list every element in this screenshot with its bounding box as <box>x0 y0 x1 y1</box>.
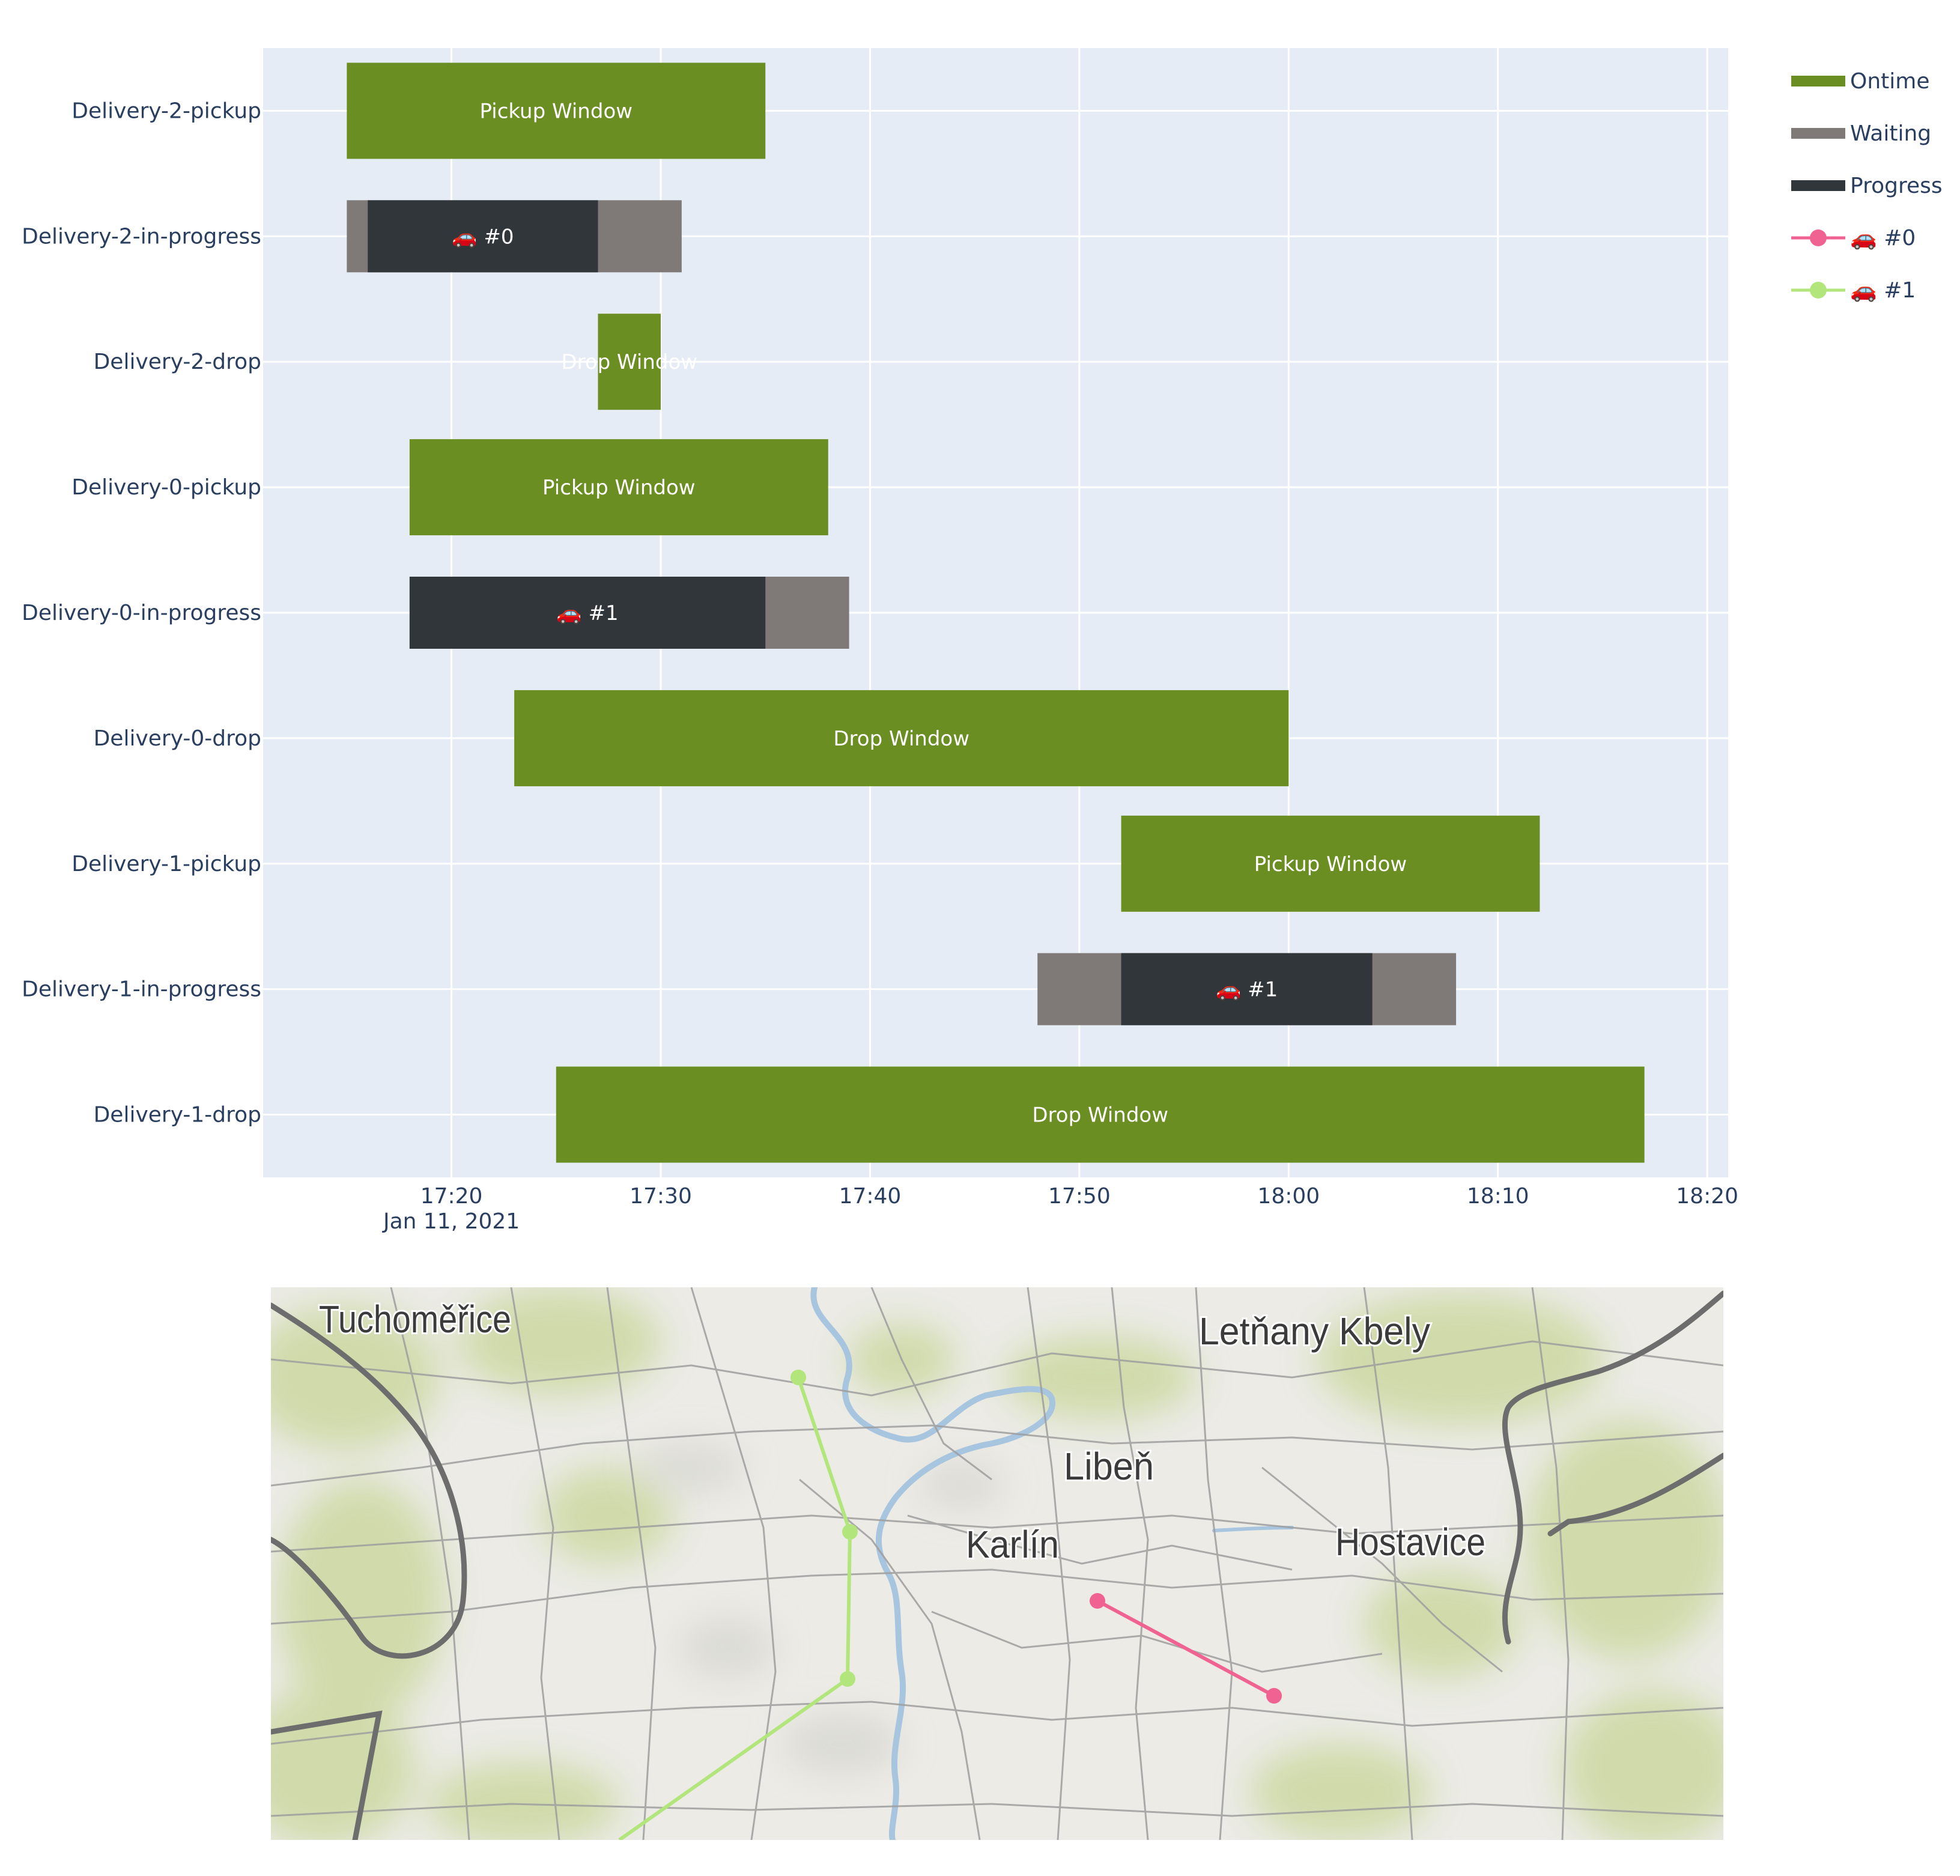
route-car-1-stop[interactable] <box>842 1524 858 1540</box>
gantt-bar-rect[interactable] <box>368 200 598 273</box>
legend-swatch-marker <box>1810 282 1827 299</box>
map-highways <box>271 1290 1723 1840</box>
legend-label: 🚗 #0 <box>1850 226 1916 250</box>
place-label-hostavice: Hostavice <box>1335 1520 1485 1564</box>
bars: Pickup Window Drop Window Pickup Window Dro… <box>347 62 1645 1163</box>
place-label-karlin: Karlín <box>966 1523 1059 1566</box>
gantt-bar[interactable]: Pickup Window <box>347 62 766 159</box>
gantt-bar-rect[interactable] <box>1121 953 1373 1025</box>
legend-item[interactable]: Waiting <box>1791 121 1931 146</box>
y-tick-label: Delivery-0-drop <box>94 726 261 751</box>
route-car-1-stop[interactable] <box>840 1671 855 1687</box>
place-label-liben: Libeň <box>1064 1445 1154 1488</box>
y-tick-label: Delivery-1-in-progress <box>22 977 261 1002</box>
gantt-bar-rect[interactable] <box>409 439 828 536</box>
x-tick-label: 18:00 <box>1257 1184 1320 1209</box>
gantt-bar[interactable]: Pickup Window <box>409 439 828 536</box>
y-tick-label: Delivery-2-in-progress <box>22 224 261 249</box>
x-tick-date-label: Jan 11, 2021 <box>382 1209 520 1234</box>
gantt-bar-rect[interactable] <box>1121 815 1540 912</box>
x-tick-label: 17:30 <box>630 1184 692 1209</box>
place-label-tuchomerice: Tuchoměřice <box>319 1298 511 1341</box>
gantt-bar[interactable]: 🚗 #1 <box>1121 953 1373 1025</box>
legend-swatch <box>1791 180 1845 191</box>
gantt-bar-label: 🚗 #1 <box>1216 978 1278 1002</box>
gantt-bar-rect[interactable] <box>347 62 766 159</box>
gantt-bar-rect[interactable] <box>556 1066 1645 1163</box>
y-tick-label: Delivery-1-drop <box>94 1103 261 1128</box>
gantt-bar[interactable]: Pickup Window <box>1121 815 1540 912</box>
route-car-0-stop[interactable] <box>1090 1593 1105 1609</box>
legend-item[interactable]: Progress <box>1791 174 1943 198</box>
x-tick-label: 17:50 <box>1048 1184 1111 1209</box>
gantt-bar-rect[interactable] <box>598 314 661 410</box>
legend-item[interactable]: 🚗 #1 <box>1791 278 1916 303</box>
route-map[interactable]: Tuchoměřice Letňany Kbely Libeň Karlín H… <box>271 1287 1723 1840</box>
map-roads <box>271 1287 1723 1840</box>
route-car-1[interactable] <box>618 1370 858 1840</box>
gantt-bar[interactable]: 🚗 #1 <box>409 577 766 649</box>
legend-swatch-marker <box>1810 229 1827 246</box>
legend-label: Ontime <box>1850 69 1930 94</box>
legend-label: Progress <box>1850 174 1943 198</box>
y-tick-label: Delivery-0-pickup <box>71 475 261 500</box>
gantt-bar-rect[interactable] <box>514 690 1289 786</box>
map-hillshade <box>637 1443 1004 1774</box>
place-label-letnany-kbely: Letňany Kbely <box>1199 1310 1430 1353</box>
gantt-bar-label: Drop Window <box>561 350 697 374</box>
x-tick-label: 17:20 <box>420 1184 483 1209</box>
x-tick-label: 18:10 <box>1467 1184 1529 1209</box>
y-tick-label: Delivery-1-pickup <box>71 852 261 876</box>
gantt-bar[interactable]: 🚗 #0 <box>368 200 598 273</box>
x-tick-label: 17:40 <box>839 1184 902 1209</box>
legend-swatch <box>1791 128 1845 139</box>
gantt-bar-label: Pickup Window <box>480 99 633 123</box>
y-tick-label: Delivery-2-pickup <box>71 99 261 123</box>
gantt-bar[interactable]: Drop Window <box>514 690 1289 786</box>
legend-label: Waiting <box>1850 121 1931 146</box>
y-tick-label: Delivery-0-in-progress <box>22 601 261 625</box>
route-car-0-stop[interactable] <box>1266 1688 1282 1704</box>
legend-swatch <box>1791 76 1845 87</box>
y-tick-label: Delivery-2-drop <box>94 350 261 374</box>
gantt-bar-label: Pickup Window <box>1254 852 1407 876</box>
gantt-bar-label: Drop Window <box>1032 1103 1168 1128</box>
x-tick-label: 18:20 <box>1676 1184 1738 1209</box>
gantt-bar-label: Drop Window <box>833 727 969 751</box>
map-place-labels: Tuchoměřice Letňany Kbely Libeň Karlín H… <box>317 1296 1487 1568</box>
gantt-bar-rect[interactable] <box>409 577 766 649</box>
gantt-bar-label: 🚗 #1 <box>556 601 618 625</box>
route-car-1-stop[interactable] <box>790 1370 806 1385</box>
legend-item[interactable]: 🚗 #0 <box>1791 226 1916 250</box>
gantt-bar-label: Pickup Window <box>542 476 696 500</box>
y-axis-labels: Delivery-2-pickup Delivery-2-in-progress D… <box>22 99 261 1127</box>
gantt-bar-label: 🚗 #0 <box>452 225 514 249</box>
legend-item[interactable]: Ontime <box>1791 69 1930 94</box>
gantt-bar[interactable]: Drop Window <box>556 1066 1645 1163</box>
route-car-0[interactable] <box>1090 1593 1282 1704</box>
legend: Ontime Waiting Progress 🚗 #0 🚗 #1 <box>1791 69 1943 303</box>
legend-label: 🚗 #1 <box>1850 278 1916 303</box>
gantt-bar[interactable]: Drop Window <box>561 314 697 410</box>
